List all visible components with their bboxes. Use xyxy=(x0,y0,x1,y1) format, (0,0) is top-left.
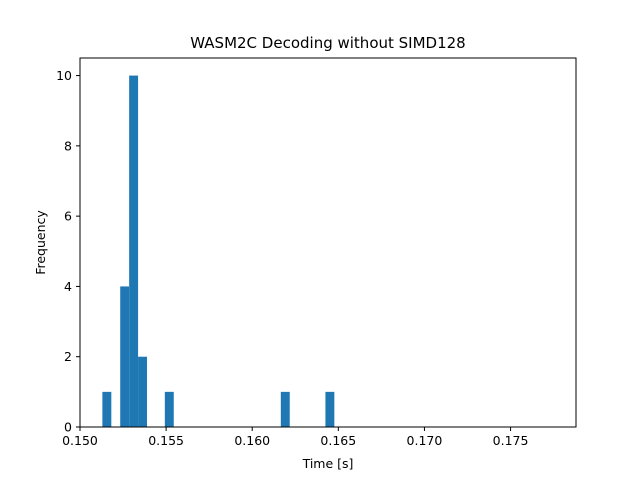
histogram-bar xyxy=(325,391,335,427)
y-tick-label: 10 xyxy=(56,68,72,83)
y-tick-label: 4 xyxy=(64,279,72,294)
y-tick-label: 8 xyxy=(64,138,72,153)
histogram-bar xyxy=(164,391,174,427)
bars-group xyxy=(102,75,335,428)
y-tick-label: 6 xyxy=(64,209,72,224)
x-axis-ticks: 0.150 0.155 0.160 0.165 0.170 0.175 xyxy=(62,427,528,448)
x-tick-label: 0.175 xyxy=(493,433,529,448)
y-tick-label: 0 xyxy=(64,420,72,435)
histogram-bar xyxy=(138,356,147,427)
y-axis-label: Frequency xyxy=(33,210,48,275)
y-axis-ticks: 0 2 4 6 8 10 xyxy=(56,68,80,435)
x-tick-label: 0.165 xyxy=(320,433,356,448)
plot-frame xyxy=(79,57,577,428)
x-axis-label: Time [s] xyxy=(302,456,354,471)
histogram-bar xyxy=(102,391,112,427)
y-tick-label: 2 xyxy=(64,349,72,364)
histogram-bar xyxy=(129,75,139,428)
histogram-bar xyxy=(280,391,290,427)
histogram-bar xyxy=(120,286,130,427)
x-tick-label: 0.160 xyxy=(234,433,270,448)
x-tick-label: 0.170 xyxy=(407,433,443,448)
x-tick-label: 0.155 xyxy=(148,433,184,448)
x-tick-label: 0.150 xyxy=(62,433,98,448)
chart-title: WASM2C Decoding without SIMD128 xyxy=(190,34,465,52)
